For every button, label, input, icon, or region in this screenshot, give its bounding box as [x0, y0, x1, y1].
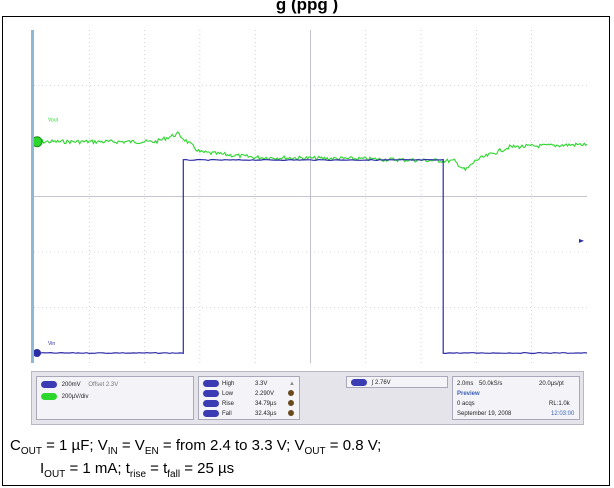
ch2-scale: 200µV/div — [61, 394, 89, 401]
meas-fall-value: 32.43µs — [255, 411, 277, 417]
meas-high-label: High — [222, 381, 235, 388]
acq-mode: Preview — [457, 391, 480, 397]
channel-scale-box: 200mV Offset 2.3V 200µV/div — [36, 376, 194, 420]
ch2-marker-icon — [34, 349, 41, 357]
ch2-label: Vin — [48, 341, 55, 347]
trigger-level: 2.76V — [375, 380, 391, 387]
sample-rate: 50.0kS/s — [479, 381, 503, 387]
status-dot-icon — [288, 400, 294, 407]
trigger-slope-icon: ∫ — [371, 380, 374, 387]
meas-low-value: 2.290V — [255, 391, 275, 397]
meas-high-value: 3.3V — [255, 381, 268, 387]
acq-count: 0 acqs — [457, 401, 475, 407]
ch1-label: Vout — [48, 118, 59, 124]
acquisition-box: 2.0ms 50.0kS/s 20.0µs/pt Preview 0 acqs … — [452, 376, 580, 420]
trigger-box: ∫ 2.76V — [346, 376, 448, 388]
acq-date: September 19, 2008 — [457, 411, 512, 417]
trigger-badge — [351, 379, 367, 386]
trigger-level-arrow-icon — [579, 238, 584, 243]
caption-line-2: IOUT = 1 mA; trise = tfall = 25 µs — [40, 460, 235, 480]
record-length: RL:1.0k — [549, 401, 570, 407]
measurement-box: High 3.3V ▲ Low 2.290V Rise 34.79µs Fall… — [198, 376, 300, 420]
ch1-offset: Offset 2.3V — [88, 382, 119, 389]
acq-time: 12:03:00 — [551, 411, 575, 417]
meas-fall-label: Fall — [222, 411, 232, 418]
scope-status-bar: 200mV Offset 2.3V 200µV/div High 3.3V ▲ … — [31, 371, 584, 425]
meas-rise-badge — [203, 400, 219, 407]
scope-plot: Vout Vin — [34, 30, 587, 363]
ch1-marker-icon — [34, 136, 43, 148]
meas-low-label: Low — [222, 391, 234, 398]
ch1-scale: 200mV — [61, 382, 81, 389]
meas-fall-badge — [203, 410, 219, 417]
meas-rise-value: 34.79µs — [255, 401, 277, 407]
time-per-point: 20.0µs/pt — [539, 381, 564, 387]
status-dot-icon — [288, 410, 294, 417]
warning-icon: ▲ — [289, 381, 295, 387]
meas-low-badge — [203, 390, 219, 397]
timebase: 2.0ms — [457, 381, 474, 387]
page-title: g (ppg ) — [275, 0, 339, 14]
ch2-badge — [41, 381, 57, 388]
status-dot-icon — [288, 390, 294, 397]
ch1-badge — [41, 393, 57, 400]
series-line-vin — [34, 158, 587, 355]
series-line-vout — [34, 131, 587, 172]
meas-rise-label: Rise — [222, 401, 235, 408]
oscilloscope-screen: Vout Vin — [31, 30, 587, 363]
figure-caption: COUT = 1 µF; VIN = VEN = from 2.4 to 3.3… — [10, 437, 381, 483]
meas-high-badge — [203, 380, 219, 387]
caption-line-1: COUT = 1 µF; VIN = VEN = from 2.4 to 3.3… — [10, 437, 382, 457]
